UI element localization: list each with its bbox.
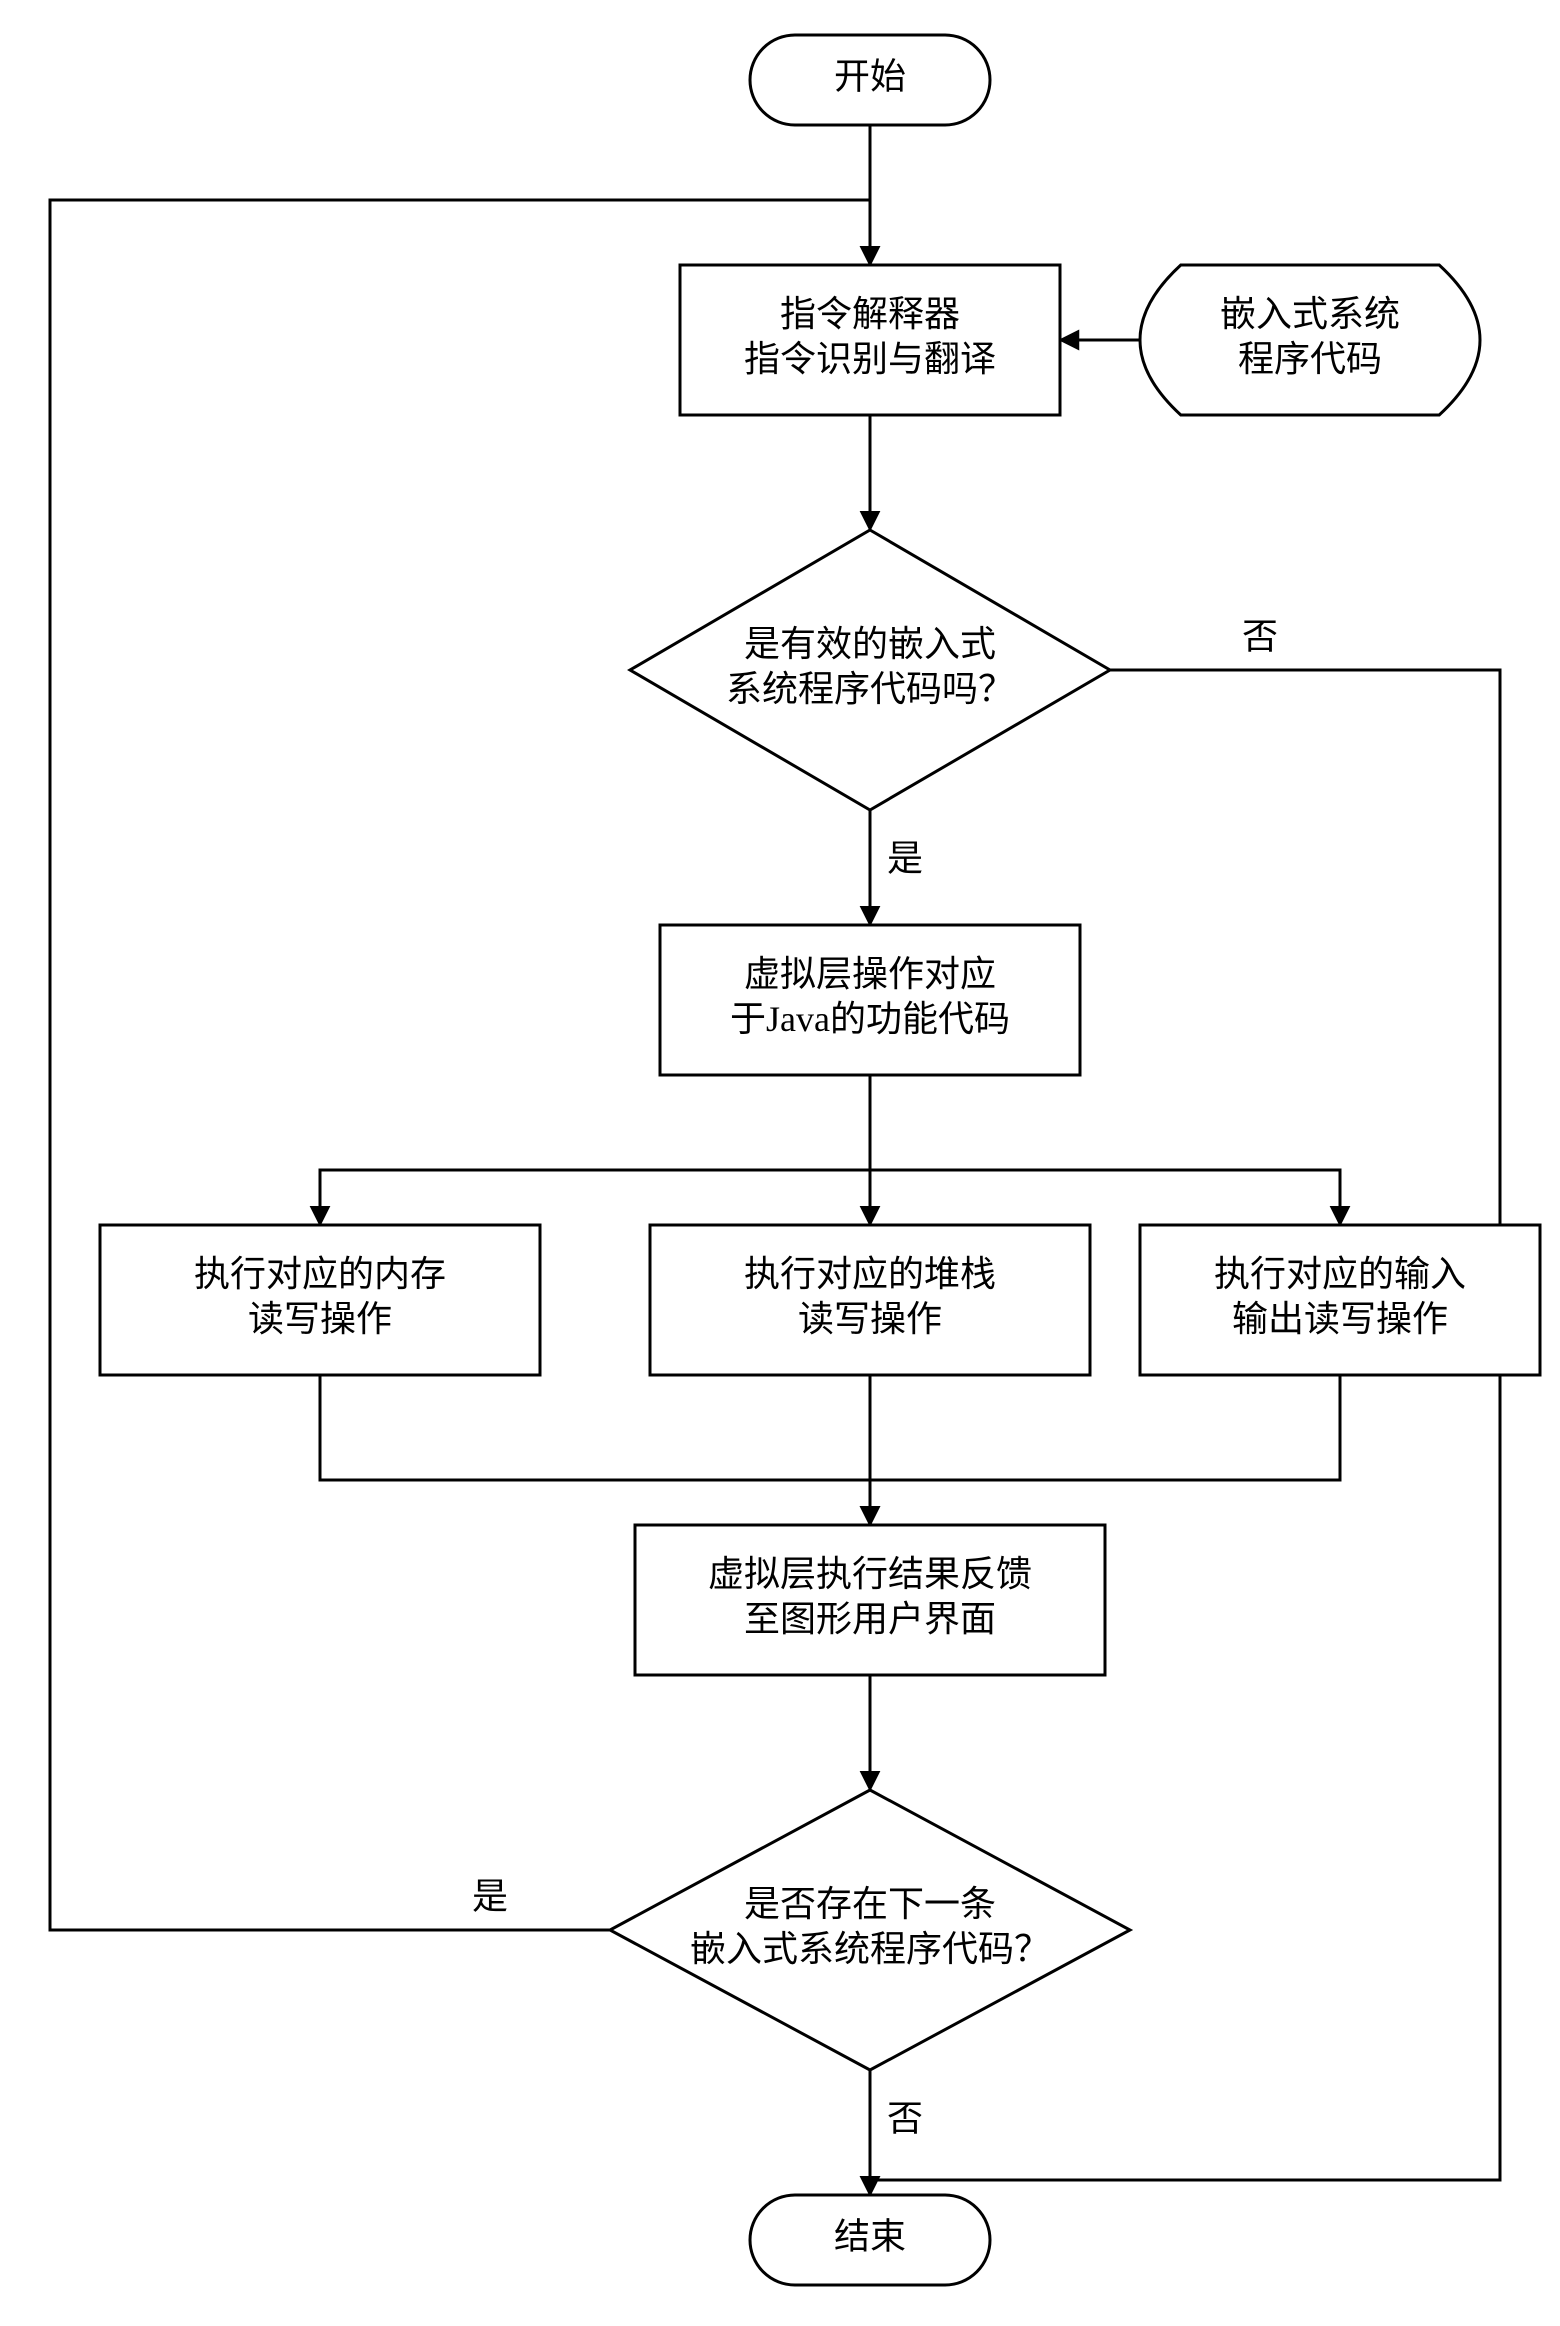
node-feedback-line0: 虚拟层执行结果反馈 xyxy=(708,1554,1032,1594)
node-vmap-line0: 虚拟层操作对应 xyxy=(744,954,996,994)
edge-label-d1-vmap: 是 xyxy=(887,838,923,878)
node-exec_stk-line1: 读写操作 xyxy=(798,1299,942,1339)
node-exec_mem-line1: 读写操作 xyxy=(248,1299,392,1339)
node-exec_io-line0: 执行对应的输入 xyxy=(1214,1254,1466,1294)
node-interp-line1: 指令识别与翻译 xyxy=(744,339,996,379)
node-start: 开始 xyxy=(750,35,990,125)
node-exec_stk-line0: 执行对应的堆栈 xyxy=(744,1254,996,1294)
node-exec_io-line1: 输出读写操作 xyxy=(1232,1299,1448,1339)
edge-label-d1-end: 否 xyxy=(1242,616,1278,656)
node-code-line1: 程序代码 xyxy=(1238,339,1382,379)
node-start-line0: 开始 xyxy=(834,56,906,96)
edge-exec_io-feedback xyxy=(870,1375,1340,1525)
node-end-line0: 结束 xyxy=(834,2216,906,2256)
node-feedback-line1: 至图形用户界面 xyxy=(744,1599,996,1639)
node-exec_io: 执行对应的输入输出读写操作 xyxy=(1140,1225,1540,1375)
edge-label-d2-end: 否 xyxy=(887,2098,923,2138)
node-d2: 是否存在下一条嵌入式系统程序代码？ xyxy=(610,1790,1130,2070)
node-d2-line1: 嵌入式系统程序代码？ xyxy=(690,1929,1050,1969)
node-end: 结束 xyxy=(750,2195,990,2285)
node-code-line0: 嵌入式系统 xyxy=(1220,294,1400,334)
flowchart-canvas: 是否是否开始指令解释器指令识别与翻译嵌入式系统程序代码是有效的嵌入式系统程序代码… xyxy=(0,0,1560,2326)
edge-exec_mem-feedback xyxy=(320,1375,870,1525)
node-interp-line0: 指令解释器 xyxy=(780,294,960,334)
node-exec_mem-line0: 执行对应的内存 xyxy=(194,1254,446,1294)
node-exec_mem: 执行对应的内存读写操作 xyxy=(100,1225,540,1375)
edge-vmap-exec_io xyxy=(870,1075,1340,1225)
node-interp: 指令解释器指令识别与翻译 xyxy=(680,265,1060,415)
node-d1-line0: 是有效的嵌入式 xyxy=(744,624,996,664)
edge-vmap-exec_mem xyxy=(320,1075,870,1225)
node-d1-line1: 系统程序代码吗？ xyxy=(726,669,1014,709)
node-exec_stk: 执行对应的堆栈读写操作 xyxy=(650,1225,1090,1375)
node-feedback: 虚拟层执行结果反馈至图形用户界面 xyxy=(635,1525,1105,1675)
node-vmap: 虚拟层操作对应于Java的功能代码 xyxy=(660,925,1080,1075)
node-d1: 是有效的嵌入式系统程序代码吗？ xyxy=(630,530,1110,810)
edge-label-d2-interp: 是 xyxy=(472,1876,508,1916)
node-vmap-line1: 于Java的功能代码 xyxy=(730,999,1010,1039)
node-code: 嵌入式系统程序代码 xyxy=(1140,265,1480,415)
node-d2-line0: 是否存在下一条 xyxy=(744,1884,996,1924)
